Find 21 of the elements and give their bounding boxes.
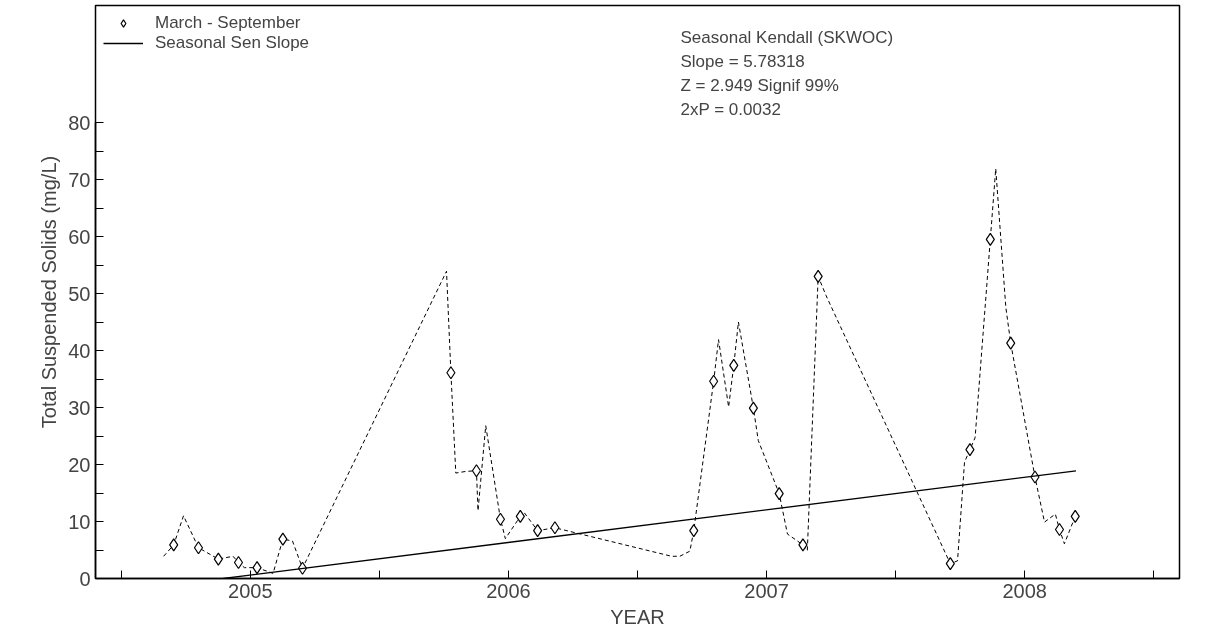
x-tick-label: 2005 bbox=[228, 579, 273, 602]
text: Seasonal Kendall (SKWOC) bbox=[680, 27, 894, 47]
y-tick-label: 20 bbox=[68, 453, 91, 476]
legend-label: March - September bbox=[155, 13, 301, 33]
y-tick-label: 80 bbox=[68, 111, 91, 134]
y-tick-label: 40 bbox=[68, 339, 91, 362]
x-axis-title: YEAR bbox=[610, 605, 665, 628]
y-tick-label: 60 bbox=[68, 225, 91, 248]
y-tick-label: 70 bbox=[68, 168, 91, 191]
y-axis-title: Total Suspended Solids (mg/L) bbox=[38, 155, 61, 429]
x-tick-label: 2007 bbox=[744, 579, 789, 602]
legend-label: Seasonal Sen Slope bbox=[155, 33, 310, 53]
text: 2xP = 0.0032 bbox=[680, 99, 781, 119]
y-tick-label: 30 bbox=[68, 396, 91, 419]
y-tick-label: 50 bbox=[68, 282, 91, 305]
x-tick-label: 2006 bbox=[486, 579, 531, 602]
text: Slope = 5.78318 bbox=[680, 51, 805, 71]
x-tick-label: 2008 bbox=[1002, 579, 1047, 602]
y-tick-label: 10 bbox=[68, 510, 91, 533]
y-tick-label: 0 bbox=[79, 567, 91, 590]
text: Z = 2.949 Signif 99% bbox=[680, 75, 839, 95]
